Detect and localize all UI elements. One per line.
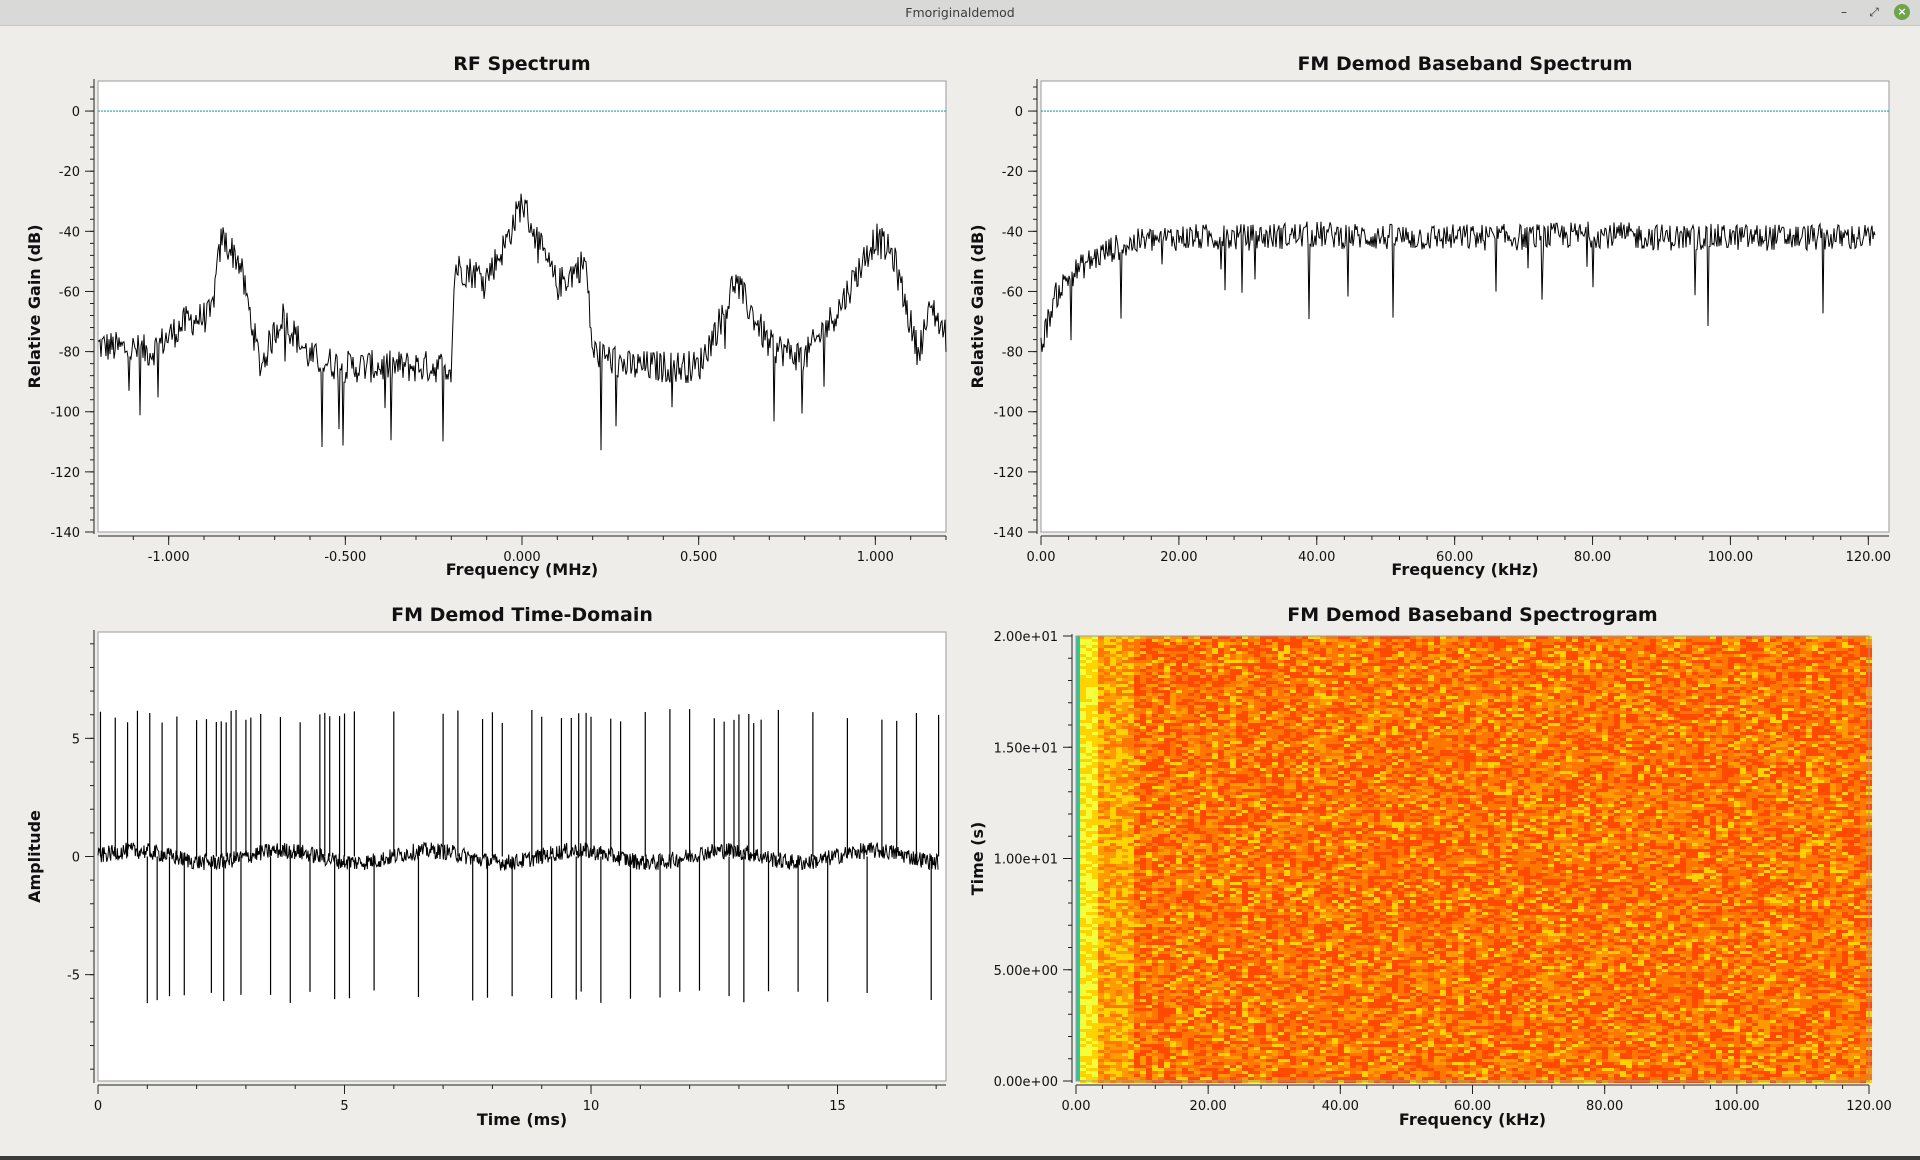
chart-title: FM Demod Baseband Spectrogram — [1287, 604, 1657, 626]
x-tick-label: 20.00 — [1160, 550, 1197, 565]
x-tick-label: 5 — [340, 1099, 348, 1114]
y-tick-label: 1.00e+01 — [994, 853, 1058, 868]
y-tick-label: -140 — [50, 526, 80, 541]
series-line — [97, 193, 947, 451]
chart-3: FM Demod Time-Domain Time (ms) Amplitude 5 0… — [25, 604, 947, 1129]
window-title: Fmoriginaldemod — [0, 5, 1920, 20]
x-tick-label: 0.00 — [1062, 1099, 1091, 1114]
y-tick-label: -120 — [993, 466, 1023, 481]
x-tick-label: 10 — [583, 1099, 600, 1114]
x-axis-label: Frequency (kHz) — [1399, 1110, 1546, 1129]
y-axis-label: Time (s) — [968, 822, 987, 896]
x-tick-label: 80.00 — [1574, 550, 1611, 565]
plot-canvas — [97, 631, 947, 1082]
minimize-icon[interactable]: – — [1836, 4, 1852, 20]
plot-canvas — [1040, 80, 1890, 533]
close-icon[interactable]: × — [1894, 4, 1910, 20]
y-tick-label: 0 — [1015, 105, 1023, 120]
y-tick-label: -60 — [59, 285, 80, 300]
series-line — [1040, 221, 1876, 352]
x-tick-label: 20.00 — [1190, 1099, 1227, 1114]
x-tick-label: 15 — [829, 1099, 846, 1114]
y-tick-label: -100 — [993, 406, 1023, 421]
x-axis-label: Frequency (MHz) — [446, 560, 598, 579]
y-tick-label: -60 — [1002, 285, 1023, 300]
y-tick-label: -120 — [50, 466, 80, 481]
chart-title: RF Spectrum — [453, 53, 590, 75]
y-tick-label: 5.00e+00 — [994, 964, 1058, 979]
x-tick-label: 0.000 — [503, 550, 540, 565]
series-line — [97, 841, 939, 872]
y-tick-label: 0 — [72, 851, 80, 866]
x-axis-label: Time (ms) — [477, 1110, 567, 1129]
chart-1: RF Spectrum Frequency (MHz) Relative Gain … — [25, 53, 947, 579]
y-tick-label: -80 — [59, 346, 80, 361]
y-axis-label: Relative Gain (dB) — [968, 224, 987, 388]
plot-canvas-border — [1075, 635, 1870, 1082]
y-tick-label: -80 — [1002, 346, 1023, 361]
x-tick-label: 0.00 — [1027, 550, 1056, 565]
x-tick-label: -1.000 — [148, 550, 190, 565]
x-tick-label: -0.500 — [324, 550, 366, 565]
x-tick-label: 0 — [94, 1099, 102, 1114]
x-tick-label: 60.00 — [1436, 550, 1473, 565]
y-axis-label: Relative Gain (dB) — [25, 224, 44, 388]
restore-icon[interactable]: ⤢ — [1866, 4, 1882, 20]
x-tick-label: 60.00 — [1454, 1099, 1491, 1114]
y-tick-label: -5 — [67, 969, 80, 984]
x-tick-label: 40.00 — [1298, 550, 1335, 565]
window-bottom-border — [0, 1156, 1920, 1160]
x-tick-label: 40.00 — [1322, 1099, 1359, 1114]
spectrogram-edge-band — [1076, 636, 1084, 1081]
y-tick-label: -140 — [993, 526, 1023, 541]
chart-title: FM Demod Time-Domain — [391, 604, 653, 626]
y-tick-label: -100 — [50, 406, 80, 421]
y-tick-label: 2.00e+01 — [994, 630, 1058, 645]
y-axis-label: Amplitude — [25, 810, 44, 903]
chart-title: FM Demod Baseband Spectrum — [1297, 53, 1632, 75]
y-tick-label: 1.50e+01 — [994, 741, 1058, 756]
y-tick-label: -20 — [1002, 165, 1023, 180]
x-tick-label: 100.00 — [1714, 1099, 1760, 1114]
x-tick-label: 0.500 — [680, 550, 717, 565]
window-titlebar: Fmoriginaldemod – ⤢ × — [0, 0, 1920, 26]
y-tick-label: 5 — [72, 732, 80, 747]
chart-4: FM Demod Baseband Spectrogram Frequency (… — [968, 604, 1892, 1129]
plot-canvas — [97, 80, 947, 533]
x-tick-label: 120.00 — [1846, 1099, 1892, 1114]
x-tick-label: 80.00 — [1586, 1099, 1623, 1114]
y-tick-label: 0.00e+00 — [994, 1075, 1058, 1090]
y-tick-label: -40 — [1002, 225, 1023, 240]
x-tick-label: 100.00 — [1708, 550, 1754, 565]
x-tick-label: 120.00 — [1846, 550, 1892, 565]
y-tick-label: 0 — [72, 105, 80, 120]
x-axis-label: Frequency (kHz) — [1391, 560, 1538, 579]
x-tick-label: 1.000 — [857, 550, 894, 565]
y-tick-label: -40 — [59, 225, 80, 240]
chart-2: FM Demod Baseband Spectrum Frequency (kHz… — [968, 53, 1891, 579]
y-tick-label: -20 — [59, 165, 80, 180]
